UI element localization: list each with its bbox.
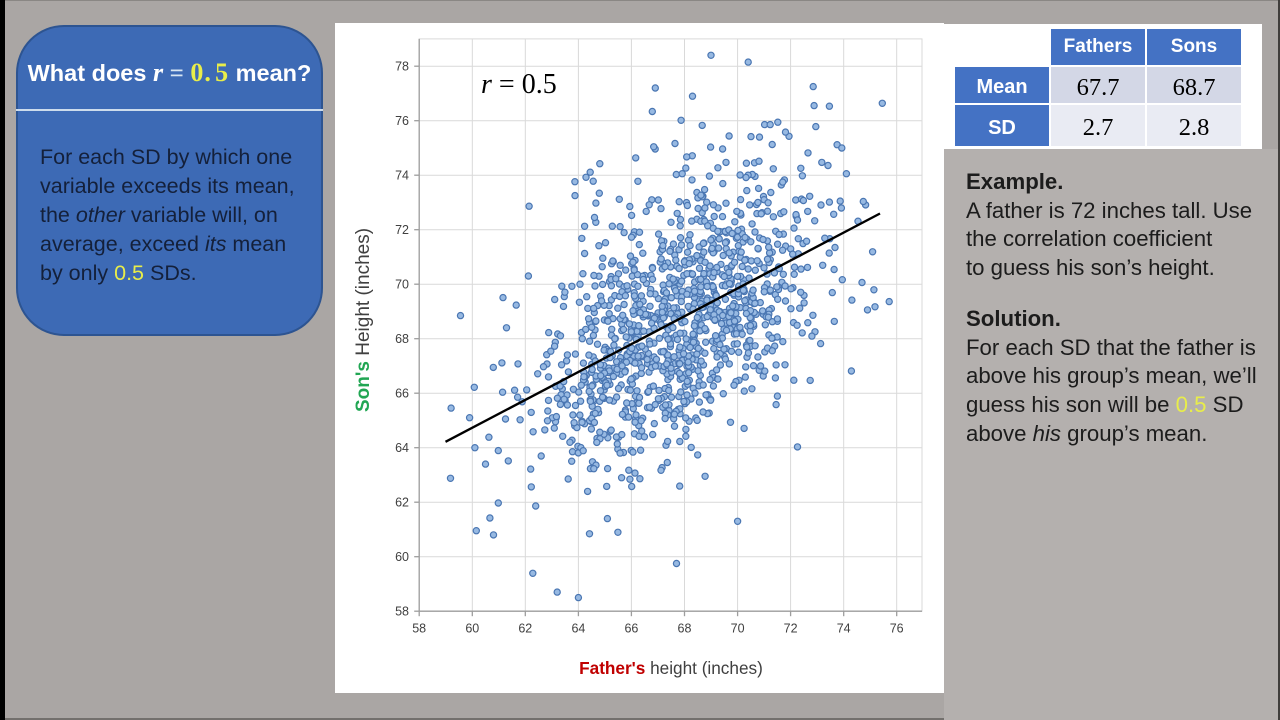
svg-text:72: 72 bbox=[395, 223, 409, 237]
svg-text:r = 0.5: r = 0.5 bbox=[481, 69, 557, 100]
svg-text:72: 72 bbox=[784, 622, 798, 636]
svg-text:74: 74 bbox=[395, 168, 409, 182]
svg-text:60: 60 bbox=[465, 622, 479, 636]
svg-text:64: 64 bbox=[571, 622, 585, 636]
svg-text:58: 58 bbox=[395, 604, 409, 618]
svg-text:62: 62 bbox=[518, 622, 532, 636]
svg-text:78: 78 bbox=[395, 59, 409, 73]
svg-text:64: 64 bbox=[395, 441, 409, 455]
svg-text:74: 74 bbox=[837, 622, 851, 636]
svg-text:76: 76 bbox=[890, 622, 904, 636]
svg-text:70: 70 bbox=[395, 277, 409, 291]
svg-text:60: 60 bbox=[395, 550, 409, 564]
svg-text:Son's Height (inches): Son's Height (inches) bbox=[353, 228, 374, 412]
svg-text:58: 58 bbox=[412, 622, 426, 636]
svg-text:76: 76 bbox=[395, 114, 409, 128]
svg-text:70: 70 bbox=[731, 622, 745, 636]
svg-text:68: 68 bbox=[678, 622, 692, 636]
svg-text:66: 66 bbox=[624, 622, 638, 636]
svg-text:68: 68 bbox=[395, 332, 409, 346]
svg-text:66: 66 bbox=[395, 386, 409, 400]
svg-text:62: 62 bbox=[395, 495, 409, 509]
svg-text:Father's height (inches): Father's height (inches) bbox=[579, 658, 763, 678]
